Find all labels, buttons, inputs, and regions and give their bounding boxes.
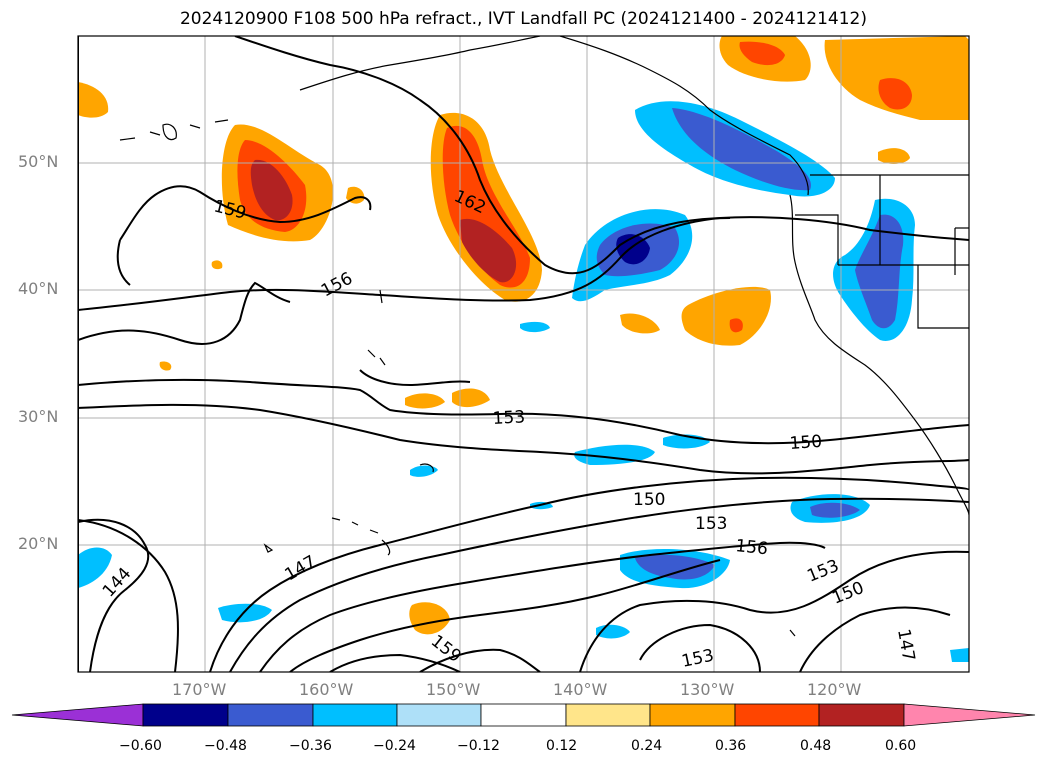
height-contours	[78, 36, 969, 672]
contour-label: 153	[695, 514, 727, 534]
colorbar-tick: 0.60	[885, 738, 917, 754]
lat-label-40n: 40°N	[18, 279, 59, 298]
colorbar-tick: 0.24	[631, 738, 663, 754]
contour-label: 153	[680, 646, 716, 672]
contour-label: 147	[893, 627, 918, 662]
plot-frame	[77, 35, 970, 673]
lon-label-160w: 160°W	[299, 680, 354, 699]
contour-label: 156	[734, 536, 768, 559]
contour-label: 153	[804, 556, 842, 587]
lon-label-120w: 120°W	[807, 680, 862, 699]
contour-label: 150	[829, 578, 867, 609]
colorbar-tick: −0.12	[457, 738, 500, 754]
contour-label: 150	[789, 432, 823, 454]
colorbar-tick: −0.24	[373, 738, 416, 754]
lon-label-170w: 170°W	[172, 680, 227, 699]
colorbar-tick: 0.36	[715, 738, 747, 754]
map-title: 2024120900 F108 500 hPa refract., IVT La…	[179, 9, 867, 29]
lat-label-50n: 50°N	[18, 152, 59, 171]
graticule	[78, 36, 969, 672]
colorbar	[11, 703, 1036, 727]
lon-label-140w: 140°W	[553, 680, 608, 699]
lon-label-130w: 130°W	[680, 680, 735, 699]
contour-label: 153	[492, 407, 525, 429]
colorbar-tick: −0.60	[119, 738, 162, 754]
lat-label-20n: 20°N	[18, 534, 59, 553]
lat-label-30n: 30°N	[18, 407, 59, 426]
colorbar-tick: −0.48	[204, 738, 247, 754]
lon-label-150w: 150°W	[426, 680, 481, 699]
contour-label: 156	[318, 269, 356, 302]
colorbar-arrow-left	[11, 703, 144, 727]
contour-label: 150	[633, 490, 665, 510]
colorbar-tick: −0.36	[289, 738, 332, 754]
colorbar-tick: 0.48	[800, 738, 832, 754]
coastlines	[119, 36, 969, 637]
colorbar-tick: 0.12	[546, 738, 578, 754]
shaded-anomalies	[78, 36, 969, 662]
colorbar-arrow-right	[903, 703, 1036, 727]
